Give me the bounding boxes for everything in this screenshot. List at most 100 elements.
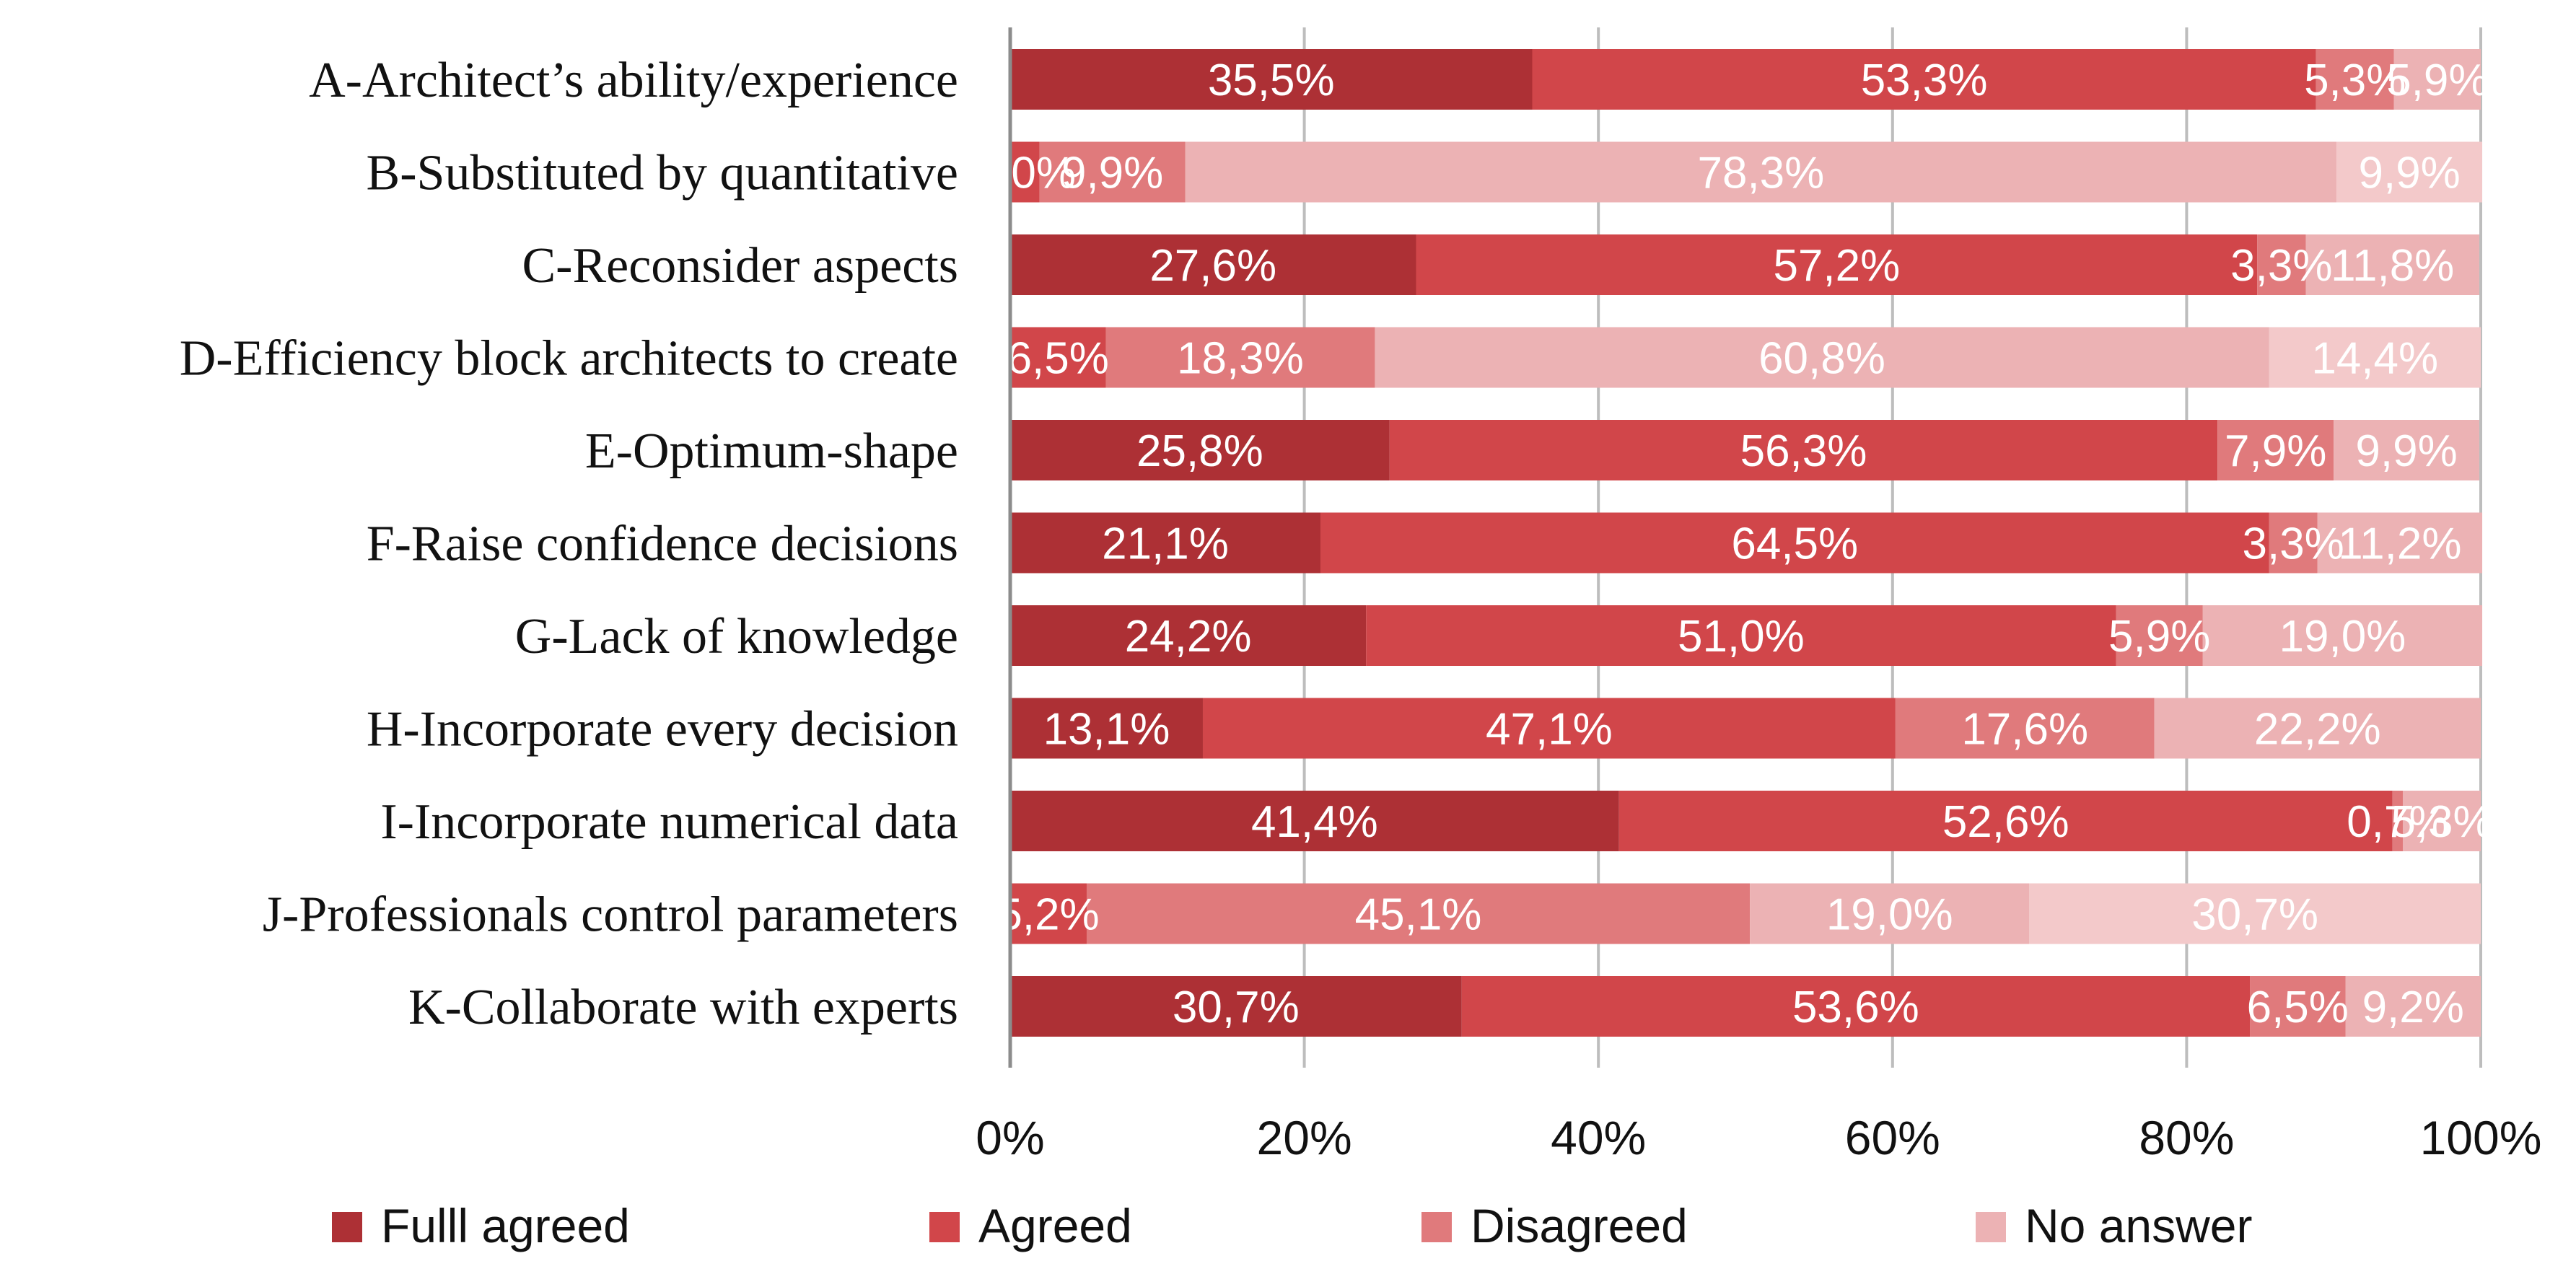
bar-segment <box>2029 883 2481 944</box>
bar-segment <box>2393 49 2481 110</box>
bar-segment <box>2154 698 2481 759</box>
data-label: 11,2% <box>2338 519 2461 569</box>
bar-segment <box>1010 420 1390 480</box>
data-label: 3,3% <box>2230 241 2332 291</box>
legend-label: Agreed <box>978 1199 1132 1252</box>
category-label: H-Incorporate every decision <box>367 702 958 757</box>
bar-segment <box>1105 327 1375 388</box>
category-label: D-Efficiency block architects to create <box>180 331 958 387</box>
category-label: G-Lack of knowledge <box>515 609 958 664</box>
legend-swatch <box>1976 1212 2006 1242</box>
bar-segment <box>2269 327 2481 388</box>
bar-segment <box>1618 791 2393 851</box>
data-label: 6,5% <box>1007 334 1109 384</box>
bar-segment <box>2334 420 2479 480</box>
data-label: 19,0% <box>2279 612 2406 662</box>
data-label: 7,9% <box>2225 426 2326 476</box>
data-label: 13,1% <box>1043 705 1170 755</box>
data-label: 60,8% <box>1758 334 1885 384</box>
bar-segment <box>1375 327 2269 388</box>
bar-segment <box>1389 420 2218 480</box>
data-label: 52,6% <box>1942 797 2069 847</box>
category-label: F-Raise confidence decisions <box>367 517 958 572</box>
legend-label: Disagreed <box>1471 1199 1688 1252</box>
bar-segment <box>1010 512 1321 574</box>
data-label: 51,0% <box>1678 612 1805 662</box>
data-label: 9,2% <box>2362 983 2464 1032</box>
data-label: 11,8% <box>2331 241 2454 291</box>
category-label: E-Optimum-shape <box>585 423 958 479</box>
data-label: 57,2% <box>1773 241 1900 291</box>
legend-label: Fulll agreed <box>381 1199 630 1252</box>
x-tick-label: 40% <box>1551 1111 1646 1164</box>
data-label: 25,8% <box>1136 426 1263 476</box>
data-label: 5,3% <box>2391 797 2492 847</box>
data-label: 53,6% <box>1792 983 1919 1032</box>
bar-segment <box>2217 420 2334 480</box>
bar-segment <box>2250 976 2346 1037</box>
bar-segment <box>1461 976 2251 1037</box>
data-label: 2,0% <box>974 149 1076 198</box>
bar-segment <box>1202 698 1896 759</box>
data-label: 19,0% <box>1826 890 1953 940</box>
data-label: 30,7% <box>1173 983 1300 1032</box>
bar-segment <box>1320 512 2269 574</box>
bar-segment <box>2402 791 2481 851</box>
legend-swatch <box>1421 1212 1452 1242</box>
data-label: 24,2% <box>1125 612 1252 662</box>
bar-segment <box>1010 141 1040 203</box>
data-label: 56,3% <box>1740 426 1867 476</box>
data-label: 53,3% <box>1861 56 1988 105</box>
x-axis-tick-labels: 0% 20% 40% 60% 80% 100% <box>976 1111 2541 1164</box>
bar-segment <box>2269 512 2318 574</box>
bar-segment <box>2116 605 2203 666</box>
x-tick-label: 100% <box>2420 1111 2542 1164</box>
data-label: 9,9% <box>1061 149 1163 198</box>
bar-segment <box>1010 327 1106 388</box>
x-tick-label: 20% <box>1257 1111 1352 1164</box>
bar-segment <box>1010 883 1087 944</box>
bar-segment <box>1750 883 2030 944</box>
category-label: B-Substituted by quantitative <box>367 146 958 201</box>
data-label: 21,1% <box>1102 519 1229 569</box>
x-tick-label: 0% <box>976 1111 1044 1164</box>
bar-segment <box>2202 605 2483 666</box>
data-label: 9,9% <box>2355 426 2457 476</box>
data-label: 41,4% <box>1251 797 1378 847</box>
data-label: 5,9% <box>2108 612 2210 662</box>
bar-segment <box>1532 49 2316 110</box>
bar-segment <box>1185 141 2337 203</box>
bar-segment <box>2317 512 2483 574</box>
data-label: 0,7% <box>2347 797 2448 847</box>
data-label: 78,3% <box>1697 149 1824 198</box>
bar-segment <box>2257 234 2306 295</box>
data-label: 17,6% <box>1961 705 2088 755</box>
bar-segment <box>1010 49 1533 110</box>
legend-label: No answer <box>2025 1199 2252 1252</box>
x-tick-label: 80% <box>2139 1111 2234 1164</box>
bar-segment <box>1895 698 2155 759</box>
data-label: 22,2% <box>2254 705 2381 755</box>
bar-segment <box>1366 605 2116 666</box>
bar-segment <box>2336 141 2483 203</box>
data-label: 14,4% <box>2311 334 2438 384</box>
category-label: C-Reconsider aspects <box>522 238 958 294</box>
category-label: A-Architect’s ability/experience <box>309 53 958 108</box>
data-label: 35,5% <box>1208 56 1335 105</box>
bar-segment <box>1039 141 1186 203</box>
data-label: 5,2% <box>997 890 1099 940</box>
x-tick-label: 60% <box>1845 1111 1940 1164</box>
data-label: 30,7% <box>2191 890 2318 940</box>
bar-segment <box>1010 698 1203 759</box>
category-label: K-Collaborate with experts <box>408 980 958 1035</box>
bar-segment <box>2345 976 2481 1037</box>
bar-segment <box>1010 605 1367 666</box>
data-label: 47,1% <box>1486 705 1613 755</box>
bar-segment <box>2305 234 2479 295</box>
data-label: 6,5% <box>2247 983 2349 1032</box>
legend: Fulll agreed Agreed Disagreed No answer <box>332 1199 2252 1252</box>
category-labels: A-Architect’s ability/experience B-Substi… <box>180 53 958 1035</box>
value-labels: 35,5% 53,3% 5,3%5,9%2,0%9,9% 78,3% 9,9%27,6%… <box>974 56 2493 1032</box>
data-label: 64,5% <box>1731 519 1858 569</box>
legend-swatch <box>332 1212 362 1242</box>
